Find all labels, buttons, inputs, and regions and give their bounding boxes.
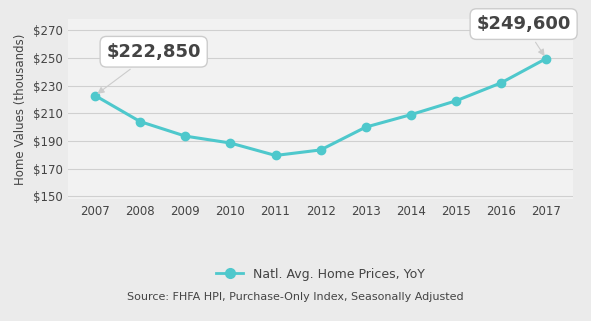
Text: $249,600: $249,600: [476, 15, 571, 55]
Legend: Natl. Avg. Home Prices, YoY: Natl. Avg. Home Prices, YoY: [211, 263, 430, 286]
Text: $222,850: $222,850: [98, 43, 201, 93]
Text: Source: FHFA HPI, Purchase-Only Index, Seasonally Adjusted: Source: FHFA HPI, Purchase-Only Index, S…: [127, 292, 464, 302]
Y-axis label: Home Values (thousands): Home Values (thousands): [14, 33, 27, 185]
